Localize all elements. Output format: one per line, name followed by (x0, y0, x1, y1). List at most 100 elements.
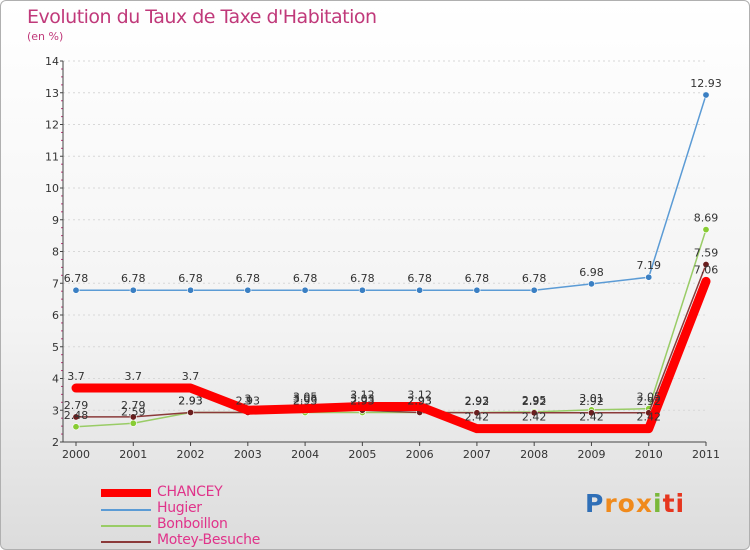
data-label-motey-besuche: 2.79 (121, 399, 146, 412)
chart-subtitle: (en %) (27, 30, 64, 43)
logo-letter: x (635, 489, 653, 518)
y-tick-label: 5 (52, 341, 59, 354)
data-label-chancey: 3.12 (350, 388, 375, 401)
x-tick-label: 2009 (577, 448, 605, 461)
data-label-bonboillon: 2.93 (407, 394, 432, 407)
series-line-motey-besuche (75, 263, 707, 418)
data-point-bonboillon (129, 419, 137, 427)
data-label-bonboillon: 2.93 (465, 394, 490, 407)
series-line-chancey (71, 276, 711, 434)
data-label-hugier: 6.98 (579, 266, 604, 279)
data-label-bonboillon: 2.93 (236, 394, 261, 407)
chart-title: Evolution du Taux de Taxe d'Habitation (27, 6, 377, 28)
legend-swatch-chancey (101, 489, 151, 497)
data-point-bonboillon (702, 226, 710, 234)
x-tick-label: 2006 (406, 448, 434, 461)
data-label-hugier: 6.78 (293, 272, 318, 285)
x-tick-label: 2005 (348, 448, 376, 461)
data-label-chancey: 7.06 (694, 263, 719, 276)
x-tick-label: 2008 (520, 448, 548, 461)
data-label-bonboillon: 2.48 (64, 409, 89, 422)
data-label-chancey: 3.05 (293, 391, 318, 404)
y-tick-label: 14 (45, 55, 59, 68)
data-label-chancey: 2.42 (465, 411, 490, 424)
x-tick-label: 2000 (62, 448, 90, 461)
data-label-bonboillon: 2.95 (522, 394, 547, 407)
y-tick-label: 8 (52, 246, 59, 259)
data-label-motey-besuche: 2.92 (636, 395, 661, 408)
data-label-motey-besuche: 2.92 (579, 395, 604, 408)
logo-letter: P (585, 489, 605, 518)
data-point-motey-besuche (702, 261, 710, 269)
data-label-hugier: 6.78 (350, 272, 375, 285)
legend-swatch-hugier (101, 509, 151, 511)
proxiti-logo: Proxiti (585, 489, 685, 518)
x-tick-label: 2004 (291, 448, 319, 461)
data-label-hugier: 6.78 (236, 272, 261, 285)
data-point-hugier (129, 286, 137, 294)
data-label-bonboillon: 3.05 (636, 391, 661, 404)
data-label-motey-besuche: 2.93 (178, 394, 203, 407)
y-tick-label: 4 (52, 373, 59, 386)
y-tick-label: 2 (52, 436, 59, 449)
data-point-hugier (358, 286, 366, 294)
data-label-chancey: 3.7 (125, 370, 143, 383)
y-tick-label: 10 (45, 182, 59, 195)
data-label-motey-besuche: 2.79 (64, 399, 89, 412)
logo-letter: r (604, 489, 618, 518)
y-tick-label: 6 (52, 309, 59, 322)
data-label-motey-besuche: 3.03 (350, 392, 375, 405)
data-label-hugier: 6.78 (407, 272, 432, 285)
proxiti-logo-letters: Proxiti (585, 489, 685, 518)
y-tick-label: 7 (52, 277, 59, 290)
data-label-chancey: 2.42 (579, 411, 604, 424)
logo-letter: o (617, 489, 636, 518)
data-label-motey-besuche: 3.06 (293, 392, 318, 405)
data-point-hugier (416, 286, 424, 294)
data-label-chancey: 3 (244, 392, 251, 405)
data-label-chancey: 3.7 (67, 370, 85, 383)
data-point-hugier (473, 286, 481, 294)
data-point-motey-besuche (187, 408, 195, 416)
y-tick-label: 9 (52, 214, 59, 227)
data-label-chancey: 2.42 (522, 411, 547, 424)
y-tick-label: 11 (45, 150, 59, 163)
data-label-motey-besuche: 3 (244, 394, 251, 407)
legend-label-hugier: Hugier (157, 500, 202, 516)
data-label-bonboillon: 8.69 (694, 212, 719, 225)
data-point-hugier (244, 286, 252, 294)
data-label-hugier: 12.93 (690, 77, 722, 90)
data-point-hugier (587, 280, 595, 288)
data-label-bonboillon: 2.93 (293, 394, 318, 407)
axes: 2 3 4 5 6 7 8 9 10 11 12 13 14 2000 2001 2002 2003 2004 20… (45, 55, 720, 461)
data-point-hugier (530, 286, 538, 294)
series-layer (71, 91, 711, 434)
data-label-bonboillon: 2.59 (121, 405, 146, 418)
logo-letter: i (675, 489, 686, 518)
legend-label-chancey: CHANCEY (157, 484, 223, 500)
legend-swatch-bonboillon (101, 525, 151, 527)
data-point-hugier (645, 273, 653, 281)
data-label-bonboillon: 2.93 (178, 394, 203, 407)
data-label-hugier: 6.78 (522, 272, 547, 285)
data-point-bonboillon (72, 423, 80, 431)
data-label-motey-besuche: 2.92 (465, 395, 490, 408)
data-label-hugier: 6.78 (178, 272, 203, 285)
data-point-motey-besuche (129, 413, 137, 421)
x-tick-label: 2003 (234, 448, 262, 461)
y-tick-label: 12 (45, 119, 59, 132)
y-tick-label: 3 (52, 404, 59, 417)
data-label-hugier: 6.78 (64, 272, 89, 285)
data-label-hugier: 7.19 (636, 259, 661, 272)
x-tick-label: 2001 (119, 448, 147, 461)
data-label-bonboillon: 3.01 (579, 392, 604, 405)
data-label-chancey: 3.7 (182, 370, 200, 383)
x-tick-label: 2007 (463, 448, 491, 461)
data-label-motey-besuche: 2.93 (407, 394, 432, 407)
data-label-layer: 6.78 6.78 6.78 6.78 6.78 6.78 6.78 6.78 6.78 6.98… (64, 77, 722, 424)
y-tick-label: 13 (45, 87, 59, 100)
data-label-chancey: 3.12 (407, 388, 432, 401)
logo-letter: t (662, 489, 676, 518)
